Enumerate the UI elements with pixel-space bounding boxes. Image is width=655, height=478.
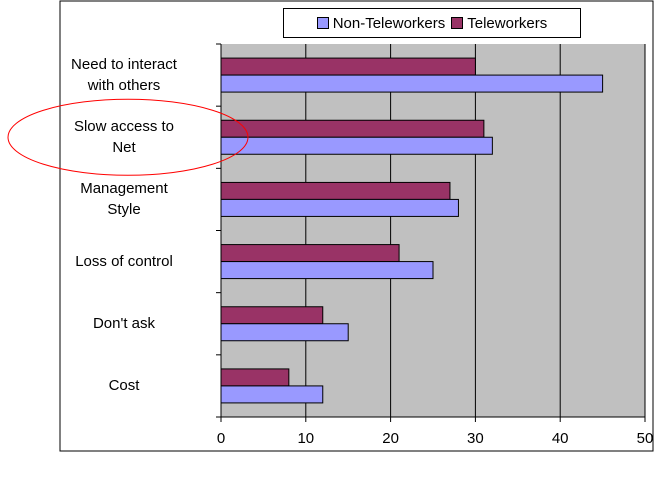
legend-item-non-teleworkers: Non-Teleworkers [316, 14, 446, 32]
x-tick-label-0: 0 [216, 430, 226, 447]
bar-teleworkers-need-to-interact-with-others [220, 57, 476, 76]
bar-non-teleworkers-don-t-ask [220, 323, 349, 342]
legend-label-teleworkers: Teleworkers [467, 14, 548, 32]
bar-non-teleworkers-need-to-interact-with-others [220, 74, 604, 93]
x-tick-label-10: 10 [297, 430, 315, 447]
plot-area [221, 44, 645, 417]
legend-swatch-teleworkers [451, 17, 464, 29]
bar-teleworkers-slow-access-to-net [220, 119, 485, 138]
legend-item-teleworkers: Teleworkers [451, 15, 547, 32]
x-tick-label-40: 40 [551, 430, 569, 447]
bar-non-teleworkers-management-style [220, 198, 459, 217]
category-label-slow-access-to-net: Slow access to Net [73, 118, 175, 157]
category-label-management-style: Management Style [80, 180, 168, 219]
bar-teleworkers-don-t-ask [220, 306, 324, 325]
category-label-need-to-interact-with-others: Need to interact with others [71, 56, 177, 95]
bar-teleworkers-loss-of-control [220, 244, 400, 263]
x-tick-label-50: 50 [636, 430, 654, 447]
category-label-don-t-ask: Don't ask [92, 315, 156, 333]
annotation-ellipse [7, 98, 249, 176]
legend-swatch-non-teleworkers [316, 17, 329, 29]
x-tick-label-20: 20 [382, 430, 399, 447]
bar-non-teleworkers-loss-of-control [220, 261, 434, 280]
legend-label-non-teleworkers: Non-Teleworkers [332, 14, 446, 32]
x-tick-label-30: 30 [467, 430, 484, 447]
category-label-cost: Cost [108, 377, 140, 395]
bar-teleworkers-cost [220, 368, 290, 387]
category-label-loss-of-control: Loss of control [75, 253, 173, 271]
bar-teleworkers-management-style [220, 181, 451, 200]
bar-non-teleworkers-cost [220, 385, 324, 404]
legend: Non-Teleworkers Teleworkers [283, 8, 581, 38]
bar-non-teleworkers-slow-access-to-net [220, 136, 493, 155]
